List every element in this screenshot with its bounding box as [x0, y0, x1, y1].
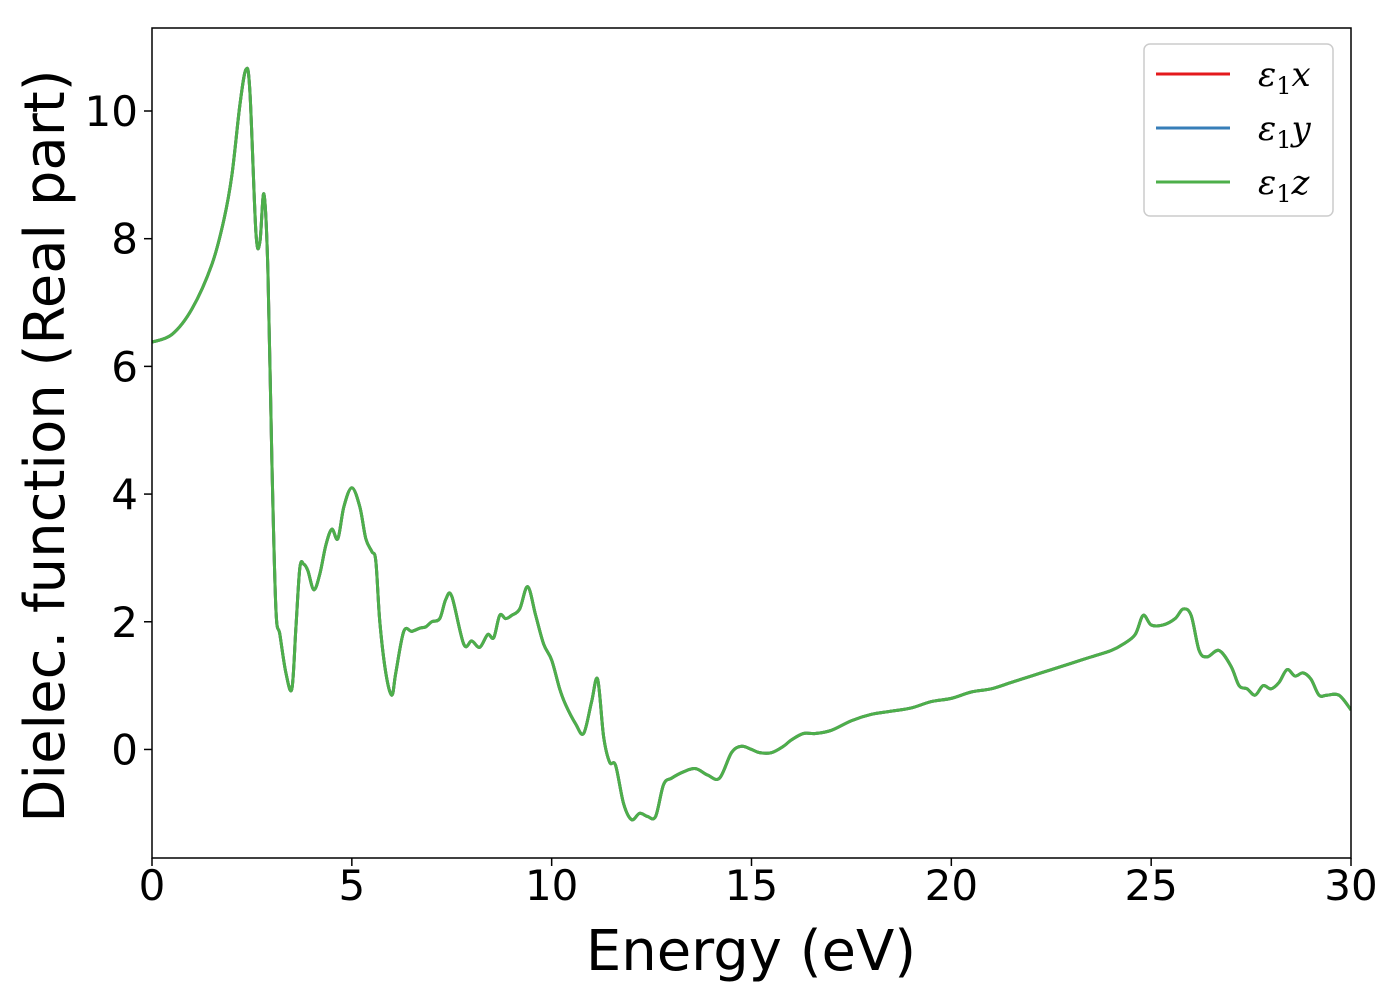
x-tick-label: 0: [139, 861, 166, 910]
series-line-z: [152, 66, 1351, 822]
legend-label-z: ε1z: [1258, 163, 1311, 208]
x-tick-label: 20: [925, 861, 978, 910]
legend: ε1x ε1y ε1z: [1143, 43, 1334, 217]
y-tick-label: 10: [85, 87, 138, 136]
legend-box: [1143, 43, 1334, 217]
y-tick-label: 8: [111, 215, 138, 264]
y-tick-label: 2: [111, 598, 138, 647]
y-axis-ticks: 0 2 4 6 8 10: [85, 87, 152, 774]
x-tick-label: 5: [338, 861, 365, 910]
x-axis-label: Energy (eV): [586, 919, 916, 984]
y-tick-label: 4: [111, 470, 138, 519]
x-axis-ticks: 0 5 10 15 20 25 30: [139, 858, 1378, 910]
x-tick-label: 30: [1324, 861, 1377, 910]
y-axis-label: Dielec. function (Real part): [13, 69, 78, 822]
legend-label-x: ε1x: [1258, 55, 1311, 100]
y-tick-label: 0: [111, 725, 138, 774]
plot-lines: [152, 66, 1351, 822]
x-tick-label: 15: [725, 861, 778, 910]
x-tick-label: 10: [525, 861, 578, 910]
x-tick-label: 25: [1124, 861, 1177, 910]
legend-label-y: ε1y: [1258, 109, 1312, 154]
y-tick-label: 6: [111, 342, 138, 391]
